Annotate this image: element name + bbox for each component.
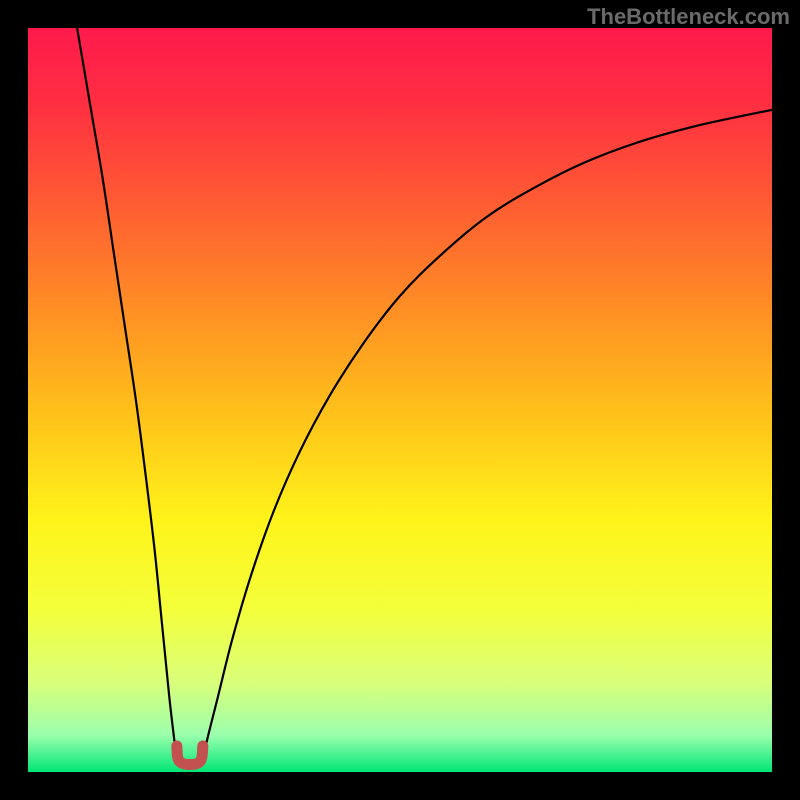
curve-layer — [28, 28, 772, 772]
watermark-text: TheBottleneck.com — [587, 4, 790, 30]
figure-container: TheBottleneck.com — [0, 0, 800, 800]
curve-right-branch — [203, 110, 772, 761]
curve-left-branch — [77, 28, 177, 761]
cusp-marker — [177, 746, 203, 765]
plot-area — [28, 28, 772, 772]
